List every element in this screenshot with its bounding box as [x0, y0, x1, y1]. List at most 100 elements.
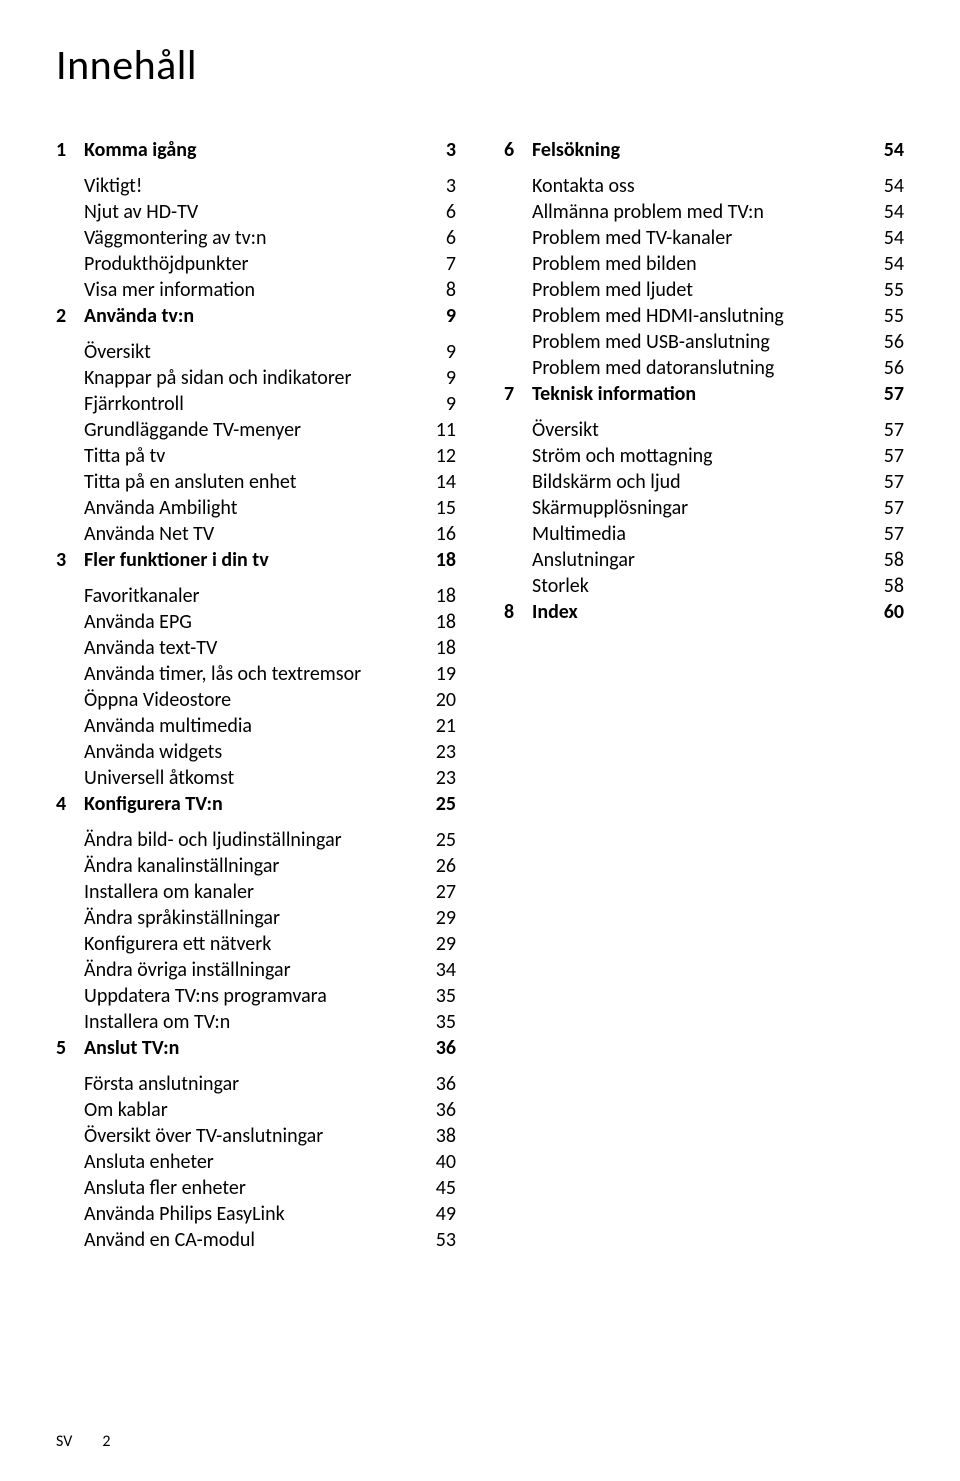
toc-page-number: 9	[422, 304, 456, 328]
toc-page-number: 23	[422, 740, 456, 764]
toc-label: Viktigt!	[84, 174, 422, 198]
toc-gap	[504, 163, 904, 173]
toc-sub-row: Grundläggande TV-menyer11	[56, 417, 456, 443]
toc-page-number: 9	[422, 366, 456, 390]
toc-label: Multimedia	[532, 522, 870, 546]
toc-page-number: 6	[422, 226, 456, 250]
toc-label: Anslut TV:n	[84, 1036, 422, 1060]
toc-label: Skärmupplösningar	[532, 496, 870, 520]
toc-sub-row: Ändra kanalinställningar26	[56, 853, 456, 879]
toc-label: Allmänna problem med TV:n	[532, 200, 870, 224]
toc-label: Index	[532, 600, 870, 624]
toc-section-number: 2	[56, 304, 84, 328]
toc-page-number: 3	[422, 174, 456, 198]
toc-label: Använda Ambilight	[84, 496, 422, 520]
toc-sub-row: Titta på en ansluten enhet14	[56, 469, 456, 495]
toc-page-number: 26	[422, 854, 456, 878]
toc-label: Anslutningar	[532, 548, 870, 572]
toc-page-number: 54	[870, 174, 904, 198]
toc-sub-row: Använda Ambilight15	[56, 495, 456, 521]
toc-section-row: 5Anslut TV:n36	[56, 1035, 456, 1061]
toc-label: Teknisk information	[532, 382, 870, 406]
toc-page-number: 11	[422, 418, 456, 442]
toc-gap	[56, 163, 456, 173]
toc-page-number: 14	[422, 470, 456, 494]
toc-label: Installera om TV:n	[84, 1010, 422, 1034]
toc-gap	[504, 407, 904, 417]
toc-label: Ändra språkinställningar	[84, 906, 422, 930]
toc-section-number: 4	[56, 792, 84, 816]
toc-sub-row: Problem med bilden54	[504, 251, 904, 277]
toc-label: Kontakta oss	[532, 174, 870, 198]
toc-label: Ansluta fler enheter	[84, 1176, 422, 1200]
toc-section-row: 2Använda tv:n9	[56, 303, 456, 329]
toc-sub-row: Allmänna problem med TV:n54	[504, 199, 904, 225]
toc-right-column: 6Felsökning54Kontakta oss54Allmänna prob…	[504, 137, 904, 1253]
toc-page-number: 40	[422, 1150, 456, 1174]
toc-page-number: 57	[870, 496, 904, 520]
toc-label: Ansluta enheter	[84, 1150, 422, 1174]
toc-label: Titta på tv	[84, 444, 422, 468]
toc-gap	[56, 573, 456, 583]
toc-page-number: 54	[870, 200, 904, 224]
toc-section-row: 3Fler funktioner i din tv18	[56, 547, 456, 573]
footer-page: 2	[102, 1432, 110, 1451]
toc-sub-row: Kontakta oss54	[504, 173, 904, 199]
toc-sub-row: Installera om TV:n35	[56, 1009, 456, 1035]
page-title: Innehåll	[56, 40, 904, 91]
toc-label: Problem med HDMI-anslutning	[532, 304, 870, 328]
toc-label: Översikt över TV-anslutningar	[84, 1124, 422, 1148]
toc-page-number: 29	[422, 906, 456, 930]
toc-sub-row: Problem med TV-kanaler54	[504, 225, 904, 251]
toc-page-number: 45	[422, 1176, 456, 1200]
toc-page-number: 55	[870, 304, 904, 328]
toc-sub-row: Fjärrkontroll9	[56, 391, 456, 417]
toc-label: Ändra övriga inställningar	[84, 958, 422, 982]
toc-label: Titta på en ansluten enhet	[84, 470, 422, 494]
toc-page-number: 6	[422, 200, 456, 224]
toc-page-number: 36	[422, 1036, 456, 1060]
toc-label: Ändra bild- och ljudinställningar	[84, 828, 422, 852]
toc-sub-row: Problem med USB-anslutning56	[504, 329, 904, 355]
toc-sub-row: Knappar på sidan och indikatorer9	[56, 365, 456, 391]
toc-sub-row: Ändra övriga inställningar34	[56, 957, 456, 983]
toc-label: Fjärrkontroll	[84, 392, 422, 416]
toc-page-number: 54	[870, 226, 904, 250]
toc-label: Konfigurera ett nätverk	[84, 932, 422, 956]
toc-section-row: 8Index60	[504, 599, 904, 625]
toc-section-row: 1Komma igång3	[56, 137, 456, 163]
toc-label: Fler funktioner i din tv	[84, 548, 422, 572]
toc-page-number: 29	[422, 932, 456, 956]
toc-section-number: 7	[504, 382, 532, 406]
toc-page-number: 49	[422, 1202, 456, 1226]
toc-page-number: 16	[422, 522, 456, 546]
toc-sub-row: Problem med ljudet55	[504, 277, 904, 303]
toc-page-number: 57	[870, 444, 904, 468]
toc-section-row: 6Felsökning54	[504, 137, 904, 163]
toc-section-number: 6	[504, 138, 532, 162]
toc-label: Problem med USB-anslutning	[532, 330, 870, 354]
footer: SV 2	[56, 1432, 110, 1451]
toc-label: Ström och mottagning	[532, 444, 870, 468]
toc-sub-row: Storlek58	[504, 573, 904, 599]
toc-page-number: 36	[422, 1072, 456, 1096]
toc-label: Problem med TV-kanaler	[532, 226, 870, 250]
toc-label: Knappar på sidan och indikatorer	[84, 366, 422, 390]
toc-sub-row: Problem med HDMI-anslutning55	[504, 303, 904, 329]
toc-sub-row: Öppna Videostore20	[56, 687, 456, 713]
toc-label: Översikt	[532, 418, 870, 442]
toc-page-number: 60	[870, 600, 904, 624]
toc-page-number: 12	[422, 444, 456, 468]
toc-page-number: 57	[870, 418, 904, 442]
toc-sub-row: Väggmontering av tv:n6	[56, 225, 456, 251]
toc-columns: 1Komma igång3Viktigt!3Njut av HD-TV6Vägg…	[56, 137, 904, 1253]
page: Innehåll 1Komma igång3Viktigt!3Njut av H…	[0, 0, 960, 1481]
toc-label: Komma igång	[84, 138, 422, 162]
toc-sub-row: Problem med datoranslutning56	[504, 355, 904, 381]
toc-page-number: 19	[422, 662, 456, 686]
toc-label: Översikt	[84, 340, 422, 364]
toc-label: Favoritkanaler	[84, 584, 422, 608]
toc-label: Storlek	[532, 574, 870, 598]
toc-label: Konfigurera TV:n	[84, 792, 422, 816]
toc-label: Universell åtkomst	[84, 766, 422, 790]
